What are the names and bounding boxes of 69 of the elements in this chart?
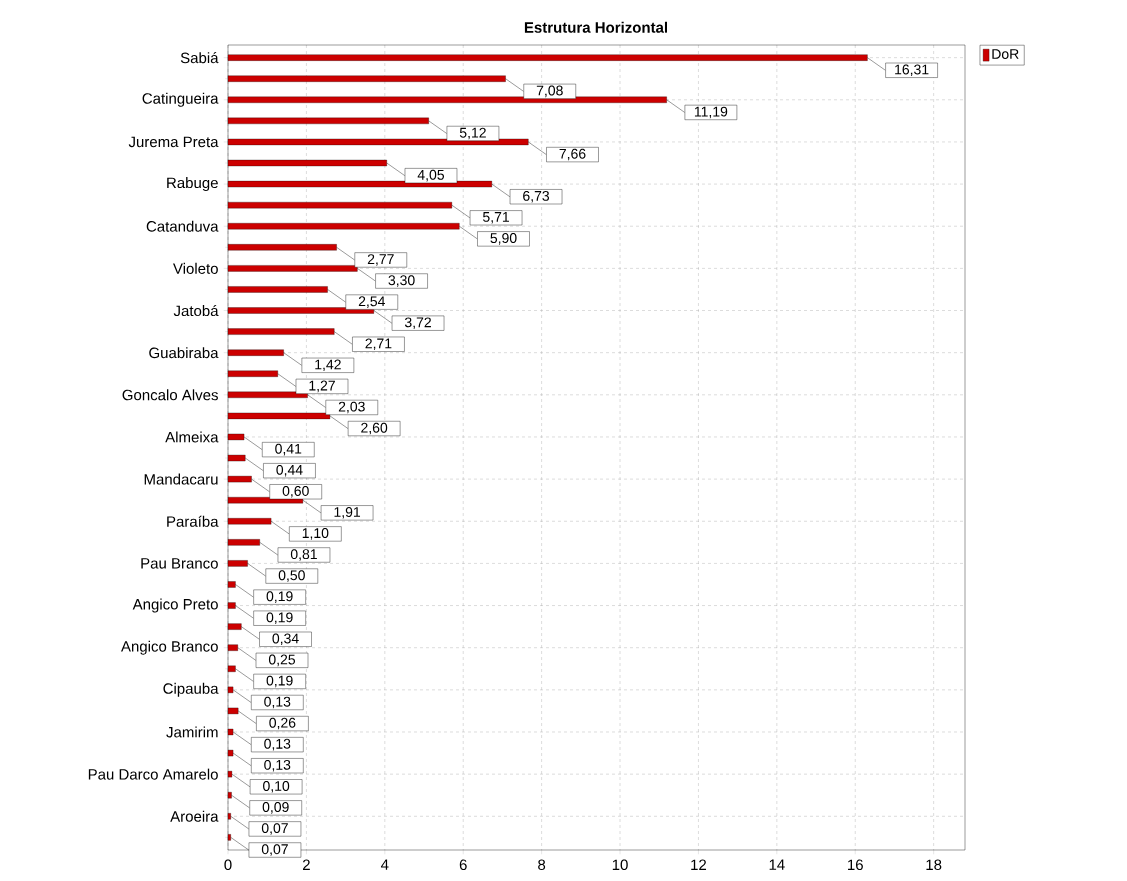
data-label: 2,60 <box>361 422 388 435</box>
data-label: 0,81 <box>290 549 317 561</box>
data-label: 5,71 <box>482 212 509 224</box>
y-tick-label: Aroeira <box>170 810 219 822</box>
data-label: 1,10 <box>302 528 329 540</box>
data-label: 0,19 <box>266 591 293 603</box>
data-label: 16,31 <box>895 64 929 77</box>
data-label: 6,73 <box>523 190 550 203</box>
y-tick-label: Cipauba <box>163 682 219 697</box>
y-tick-label: Jamirim <box>166 726 218 738</box>
y-tick-label: Sabiá <box>180 52 219 64</box>
data-label: 5,12 <box>459 127 486 140</box>
x-tick-label: 4 <box>380 859 389 870</box>
x-tick-label: 6 <box>459 859 467 871</box>
y-tick-label: Angico Branco <box>121 640 218 655</box>
x-tick-label: 16 <box>848 859 863 871</box>
legend-label: DoR <box>992 49 1019 59</box>
data-label: 1,27 <box>309 380 335 393</box>
data-label: 0,10 <box>263 780 290 793</box>
y-tick-label: Pau Branco <box>141 558 218 569</box>
data-label: 0,13 <box>264 738 291 751</box>
y-tick-label: Jatobá <box>173 304 219 317</box>
data-label: 1,42 <box>315 359 341 372</box>
x-tick-label: 14 <box>769 859 785 870</box>
y-tick-label: Guabiraba <box>149 347 219 359</box>
data-label: 7,08 <box>536 85 563 98</box>
chart-title: Estrutura Horizontal <box>524 21 668 33</box>
data-label: 0,13 <box>264 696 291 709</box>
data-label: 3,72 <box>404 317 431 329</box>
data-label: 0,19 <box>266 612 293 624</box>
y-tick-label: Catingueira <box>142 92 219 107</box>
data-label: 0,34 <box>272 633 299 646</box>
y-tick-label: Angico Preto <box>132 598 218 613</box>
x-tick-label: 2 <box>302 859 310 870</box>
data-label: 1,91 <box>334 507 361 519</box>
y-tick-label: Rabuge <box>167 177 218 192</box>
x-tick-label: 18 <box>926 859 942 871</box>
data-label: 0,26 <box>269 717 296 730</box>
x-tick-label: 0 <box>224 859 232 871</box>
x-tick-label: 10 <box>612 859 628 871</box>
y-tick-label: Paraíba <box>167 515 219 527</box>
data-label: 0,50 <box>278 570 305 582</box>
x-tick-label: 12 <box>691 859 707 870</box>
data-label: 5,90 <box>490 233 517 245</box>
x-tick-label: 8 <box>538 859 546 871</box>
data-label: 2,71 <box>365 338 392 351</box>
data-label: 0,07 <box>261 823 288 835</box>
y-tick-label: Jurema Preta <box>128 136 219 148</box>
data-label: 2,54 <box>358 296 385 308</box>
data-label: 0,60 <box>282 485 309 498</box>
data-label: 3,30 <box>388 275 415 287</box>
data-label: 7,66 <box>559 148 586 161</box>
data-label: 4,05 <box>417 169 445 182</box>
data-label: 2,03 <box>338 401 365 414</box>
data-label: 0,19 <box>266 675 293 688</box>
data-label: 0,25 <box>268 654 296 667</box>
data-label: 0,41 <box>275 443 302 456</box>
data-label: 0,44 <box>276 464 303 477</box>
y-tick-label: Almeixa <box>165 431 219 443</box>
data-label: 2,77 <box>367 254 394 266</box>
y-tick-label: Pau Darco Amarelo <box>88 768 218 780</box>
data-label: 0,13 <box>264 759 291 772</box>
data-label: 0,09 <box>262 802 289 814</box>
data-label: 0,07 <box>261 844 288 856</box>
y-tick-label: Catanduva <box>146 220 219 232</box>
y-tick-label: Mandacaru <box>144 473 218 485</box>
y-tick-label: Violeto <box>173 262 218 274</box>
y-tick-label: Goncalo Alves <box>122 389 218 401</box>
data-label: 11,19 <box>694 106 728 119</box>
